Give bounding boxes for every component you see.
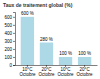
y-axis: 0 100 200 300 400 500 600	[4, 13, 15, 68]
tick-label: 300	[4, 39, 12, 44]
data-label: 100 %	[78, 51, 91, 56]
data-labels: 600 % 280 % 100 % 100 %	[21, 11, 91, 56]
tick-label: 10°COctobre	[58, 67, 75, 77]
bar	[59, 57, 72, 65]
tick-label: 100	[4, 55, 12, 60]
bar	[21, 17, 34, 65]
tick-mark	[13, 65, 15, 66]
axis-line	[16, 65, 98, 66]
tick-label: 0	[9, 63, 12, 68]
tick-label: 600	[4, 15, 12, 20]
bar	[78, 57, 91, 65]
axis-line	[13, 13, 16, 66]
tick-label: 20°COctobre	[38, 67, 55, 77]
tick-label-line: Octobre	[58, 72, 75, 77]
tick: 20°COctobre	[77, 65, 94, 77]
tick-label: 400	[4, 31, 12, 36]
tick: 10°COctobre	[58, 65, 75, 77]
tick: 100	[4, 55, 15, 60]
chart: 010020030040050060010°COctobre20°COctobr…	[0, 0, 100, 79]
tick-mark	[13, 41, 15, 42]
tick: 10°COctobre	[19, 65, 36, 77]
tick: 20°COctobre	[38, 65, 55, 77]
bars	[21, 17, 92, 65]
tick-label-line: Octobre	[19, 72, 36, 77]
tick-mark	[13, 25, 15, 26]
tick-label-line: Octobre	[38, 72, 55, 77]
tick-label: 200	[4, 47, 12, 52]
tick: 0	[9, 63, 15, 68]
tick-mark	[13, 57, 15, 58]
data-label: 600 %	[21, 11, 34, 16]
tick: 600	[4, 15, 15, 20]
title: Taux de traitement global (%)	[3, 2, 73, 8]
tick-label-line: Octobre	[77, 72, 94, 77]
tick-label: 20°COctobre	[77, 67, 94, 77]
tick-mark	[13, 49, 15, 50]
tick: 300	[4, 39, 15, 44]
tick: 400	[4, 31, 15, 36]
data-label: 280 %	[40, 37, 53, 42]
tick-label: 10°COctobre	[19, 67, 36, 77]
tick: 200	[4, 47, 15, 52]
tick: 500	[4, 23, 15, 28]
data-label: 100 %	[59, 51, 72, 56]
tick-label: 500	[4, 23, 12, 28]
bar	[40, 43, 53, 65]
tick-mark	[13, 17, 15, 18]
x-axis: 10°COctobre20°COctobre10°COctobre20°COct…	[16, 65, 98, 77]
tick-mark	[13, 33, 15, 34]
